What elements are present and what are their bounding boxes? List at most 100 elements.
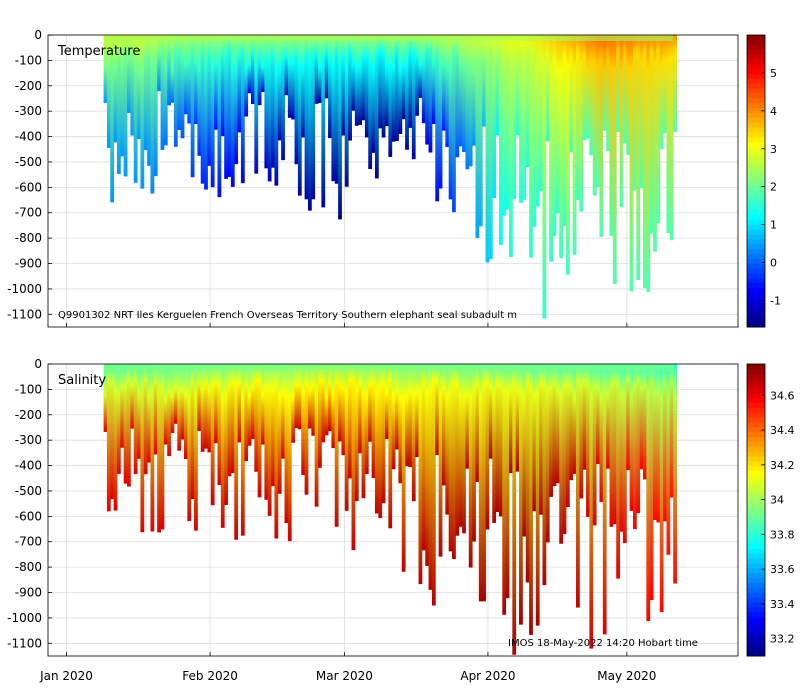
colorbar-segment	[747, 529, 765, 535]
profile-column	[210, 35, 215, 188]
colorbar-segment	[747, 219, 765, 226]
colorbar-segment	[747, 39, 765, 46]
profile-column	[545, 35, 550, 142]
profile-column	[250, 35, 255, 105]
profile-column	[539, 35, 543, 192]
profile-column	[562, 35, 567, 226]
profile-column	[130, 364, 135, 429]
y-tick-label: -400	[15, 459, 42, 473]
colorbar-segment	[747, 475, 765, 482]
profile-column	[508, 35, 513, 258]
colorbar-segment	[747, 83, 765, 90]
colorbar-segment	[747, 112, 765, 119]
profile-column	[569, 35, 574, 153]
profile-column	[130, 35, 135, 136]
profile-column	[505, 35, 510, 210]
profile-column	[431, 364, 436, 606]
profile-column	[123, 364, 128, 484]
profile-column	[441, 35, 446, 131]
colorbar-segment	[747, 185, 765, 192]
colorbar-tick-label: 34	[770, 494, 784, 507]
colorbar-tick-label: 33.2	[770, 633, 795, 646]
profile-column	[438, 35, 443, 189]
profile-column	[498, 364, 503, 517]
colorbar-segment	[747, 288, 765, 294]
profile-column	[562, 364, 567, 535]
colorbar-segment	[747, 229, 765, 236]
profile-column	[214, 364, 218, 444]
colorbar-segment	[747, 88, 765, 94]
profile-column	[606, 364, 610, 469]
profile-column	[616, 35, 621, 132]
profile-column	[150, 35, 155, 194]
colorbar-segment	[747, 258, 765, 265]
colorbar-segment	[747, 44, 765, 51]
profile-column	[157, 364, 161, 533]
colorbar-segment	[747, 383, 765, 389]
colorbar-segment	[747, 641, 765, 647]
profile-column	[515, 364, 520, 472]
profile-column	[230, 35, 235, 187]
profile-column	[549, 35, 553, 262]
colorbar-tick-label: 33.4	[770, 598, 795, 611]
profile-column	[458, 35, 463, 147]
profile-column	[254, 364, 259, 472]
profile-column	[602, 364, 607, 635]
profile-column	[492, 35, 497, 199]
profile-column	[395, 35, 399, 141]
profile-column	[361, 364, 366, 499]
profile-column	[314, 35, 319, 104]
profile-column	[445, 364, 450, 515]
colorbar-segment	[747, 597, 765, 603]
profile-column	[137, 364, 141, 459]
profile-column	[596, 364, 600, 465]
profile-column	[204, 364, 208, 449]
profile-column	[455, 35, 460, 158]
profile-column	[338, 35, 342, 220]
profile-column	[197, 35, 202, 156]
profile-column	[666, 364, 671, 555]
profile-column	[478, 35, 483, 227]
colorbar-segment	[747, 137, 765, 143]
profile-column	[488, 35, 493, 259]
profile-column	[445, 35, 450, 147]
profile-column	[304, 35, 309, 200]
colorbar-segment	[747, 297, 765, 304]
profile-column	[261, 364, 265, 445]
profile-column	[237, 35, 242, 133]
y-tick-label: 0	[34, 357, 42, 371]
profile-column	[358, 364, 363, 454]
profile-column	[425, 35, 430, 145]
profile-column	[371, 35, 376, 153]
colorbar-segment	[747, 510, 765, 516]
profile-column	[147, 35, 151, 166]
colorbar-segment	[747, 93, 765, 99]
profile-column	[619, 35, 624, 208]
colorbar-segment	[747, 239, 765, 245]
colorbar-segment	[747, 176, 765, 182]
profile-column	[374, 35, 379, 179]
profile-column	[599, 364, 604, 503]
colorbar-segment	[747, 98, 765, 104]
profile-column	[240, 364, 245, 536]
profile-column	[351, 35, 356, 111]
y-tick-label: -800	[15, 231, 42, 245]
profile-column	[495, 35, 500, 136]
colorbar-segment	[747, 190, 765, 197]
profile-column	[485, 364, 490, 530]
profile-column	[291, 364, 296, 443]
profile-column	[636, 35, 641, 280]
colorbar-segment	[747, 514, 765, 521]
profile-column	[267, 35, 272, 182]
profile-column	[264, 35, 269, 169]
profile-column	[519, 35, 523, 203]
colorbar-segment	[747, 64, 765, 70]
profile-column	[153, 364, 158, 455]
profile-column	[271, 35, 275, 168]
profile-column	[632, 35, 637, 191]
profile-column	[552, 35, 557, 237]
y-tick-label: -900	[15, 257, 42, 271]
temperature-colorbar: -1 0 1 2 3 4 5	[746, 34, 781, 328]
profile-column	[381, 364, 386, 504]
profile-column	[378, 364, 383, 519]
